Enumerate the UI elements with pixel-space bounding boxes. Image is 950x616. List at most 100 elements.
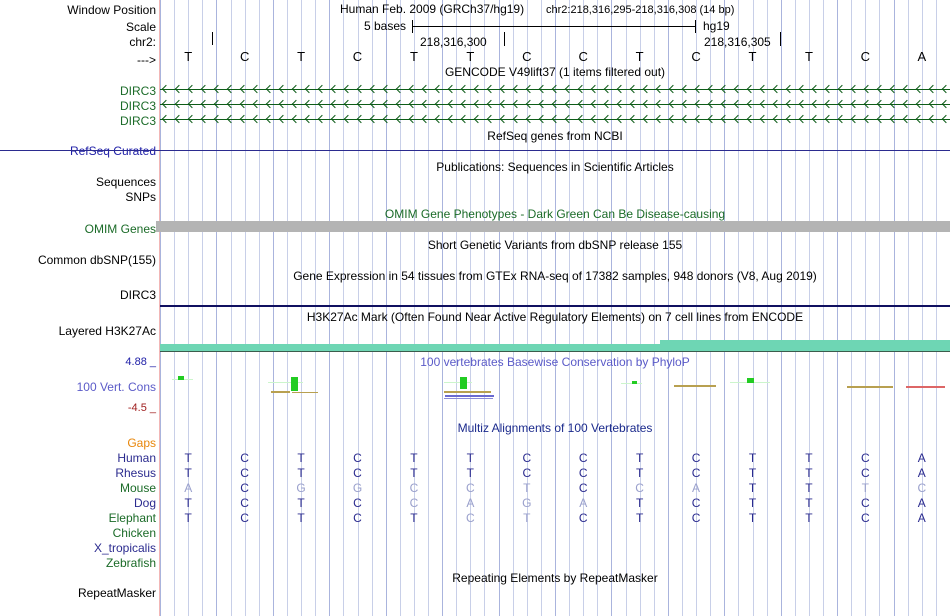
phylop-score-mark — [621, 383, 642, 384]
multiz-base: T — [748, 481, 757, 495]
label-common-dbsnp[interactable]: Common dbSNP(155) — [37, 253, 156, 267]
sequence-base: T — [748, 49, 757, 64]
gridline — [908, 0, 909, 616]
multiz-base: A — [692, 481, 701, 495]
strand-arrow-icon — [292, 85, 299, 94]
ruler-tick-mid — [504, 32, 505, 46]
strand-arrow-icon — [396, 100, 403, 109]
phylop-score-mark — [460, 377, 468, 389]
strand-arrow-icon — [760, 100, 767, 109]
multiz-base: C — [353, 511, 362, 525]
track-title-gtex: Gene Expression in 54 tissues from GTEx … — [293, 269, 817, 283]
gridline — [795, 0, 796, 616]
multiz-base: T — [635, 451, 644, 465]
label-cons-min: -4.5 _ — [127, 402, 156, 414]
h3k27ac-signal-right[interactable] — [660, 340, 950, 351]
phylop-score-mark — [291, 392, 319, 393]
gridline — [174, 0, 175, 616]
species-label-human[interactable]: Human — [117, 451, 156, 465]
strand-arrow-icon — [903, 115, 910, 124]
strand-arrow-icon — [734, 85, 741, 94]
track-data-panel[interactable] — [160, 0, 950, 616]
strand-arrow-icon — [669, 85, 676, 94]
species-label-elephant[interactable]: Elephant — [108, 511, 156, 525]
multiz-base: C — [466, 481, 475, 495]
gridline — [682, 0, 683, 616]
gencode-transcript-row[interactable] — [160, 99, 950, 110]
multiz-base: T — [523, 481, 531, 495]
gencode-transcript-row[interactable] — [160, 84, 950, 95]
strand-arrow-icon — [838, 115, 845, 124]
multiz-base: C — [353, 466, 362, 480]
label-gencode-row-2[interactable]: DIRC3 — [119, 99, 156, 113]
species-label-rhesus[interactable]: Rhesus — [115, 466, 156, 480]
phylop-score-mark — [674, 385, 717, 387]
strand-arrow-icon — [799, 115, 806, 124]
phylop-score-mark — [631, 381, 638, 384]
strand-arrow-icon — [747, 85, 754, 94]
strand-arrow-icon — [162, 85, 169, 94]
species-label-mouse[interactable]: Mouse — [119, 481, 156, 495]
phylop-score-mark — [178, 376, 185, 380]
multiz-base: C — [240, 496, 249, 510]
strand-arrow-icon — [630, 115, 637, 124]
strand-arrow-icon — [409, 85, 416, 94]
strand-arrow-icon — [331, 100, 338, 109]
gridline — [626, 0, 627, 616]
sequence-base: T — [635, 49, 644, 64]
multiz-base: C — [691, 496, 701, 510]
strand-arrow-icon — [305, 100, 312, 109]
species-label-chicken[interactable]: Chicken — [112, 526, 156, 540]
multiz-base: C — [353, 496, 362, 510]
label-gaps[interactable]: Gaps — [127, 436, 156, 450]
label-layered-h3k27ac[interactable]: Layered H3K27Ac — [58, 324, 156, 338]
gridline — [343, 0, 344, 616]
gridline — [202, 0, 203, 616]
multiz-base: C — [917, 481, 927, 495]
strand-arrow-icon — [916, 115, 923, 124]
multiz-base: T — [748, 496, 757, 510]
label-omim-genes[interactable]: OMIM Genes — [84, 222, 156, 236]
strand-arrow-icon — [331, 115, 338, 124]
label-gencode-row-3[interactable]: DIRC3 — [119, 114, 156, 128]
omim-dense-bar[interactable] — [160, 221, 950, 232]
label-gencode-row-1[interactable]: DIRC3 — [119, 84, 156, 98]
strand-arrow-icon — [474, 100, 481, 109]
refseq-separator-line — [0, 150, 950, 151]
label-sequences[interactable]: Sequences — [95, 175, 156, 189]
strand-arrow-icon — [461, 85, 468, 94]
strand-arrow-icon — [864, 100, 871, 109]
strand-arrow-icon — [513, 85, 520, 94]
strand-arrow-icon — [175, 85, 182, 94]
label-repeatmasker[interactable]: RepeatMasker — [77, 586, 156, 600]
gencode-transcript-row[interactable] — [160, 114, 950, 125]
strand-arrow-icon — [721, 115, 728, 124]
label-100-vert-cons[interactable]: 100 Vert. Cons — [76, 380, 156, 394]
species-label-x_tropicalis[interactable]: X_tropicalis — [93, 541, 156, 555]
multiz-base: C — [466, 511, 475, 525]
track-title-refseq: RefSeq genes from NCBI — [487, 129, 623, 143]
strand-arrow-icon — [526, 100, 533, 109]
gridline — [865, 0, 866, 616]
label-gtex-gene[interactable]: DIRC3 — [119, 288, 156, 302]
multiz-base: T — [410, 511, 418, 525]
species-label-zebrafish[interactable]: Zebrafish — [105, 556, 156, 570]
phylop-score-mark — [905, 386, 945, 388]
strand-arrow-icon — [422, 115, 429, 124]
strand-arrow-icon — [357, 115, 364, 124]
strand-arrow-icon — [786, 100, 793, 109]
gtex-expression-barchart[interactable] — [160, 286, 950, 305]
multiz-base: C — [522, 466, 532, 480]
scale-bar-cap-right — [695, 20, 696, 33]
strand-arrow-icon — [279, 100, 286, 109]
gridline — [442, 0, 443, 616]
label-snps[interactable]: SNPs — [125, 190, 156, 204]
strand-arrow-icon — [435, 85, 442, 94]
strand-arrow-icon — [175, 100, 182, 109]
species-label-dog[interactable]: Dog — [133, 496, 156, 510]
ruler-tick-left — [212, 32, 213, 45]
gridline — [851, 0, 852, 616]
label-refseq-curated[interactable]: RefSeq Curated — [69, 144, 156, 158]
scale-bar-line — [412, 26, 695, 27]
h3k27ac-signal-left[interactable] — [160, 344, 660, 351]
